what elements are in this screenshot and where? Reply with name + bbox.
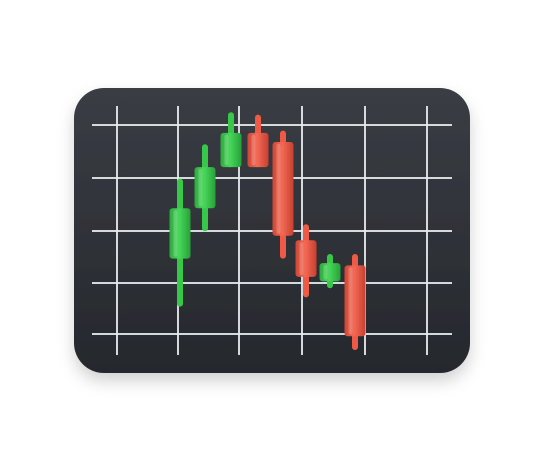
candle-body [344,265,366,337]
candlestick-up [169,178,191,307]
candle-highlight [276,144,281,234]
candle-highlight [251,134,256,166]
candlestick-down [344,254,366,350]
candle-body [319,263,341,282]
candle-highlight [224,134,229,166]
candle-highlight [348,267,353,335]
candlestick-down [272,130,294,259]
candle-body [272,142,294,236]
candle-highlight [323,265,328,280]
candle-body [220,132,242,168]
candle-body [295,240,317,277]
grid-lines [92,106,452,355]
candle-highlight [198,169,203,207]
candle-highlight [299,242,304,275]
candle-body [247,132,269,168]
candle-highlight [173,210,178,257]
candlestick-up [194,144,216,232]
candlestick-down [295,224,317,298]
candle-body [194,167,216,209]
candles [169,112,366,350]
candlestick-down [247,114,269,168]
candlestick-up [220,112,242,168]
candlestick-up [319,254,341,289]
candle-body [169,208,191,259]
